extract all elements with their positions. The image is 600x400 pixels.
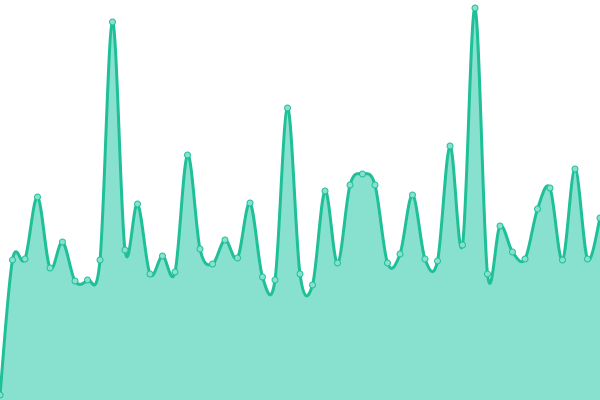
point [596,214,600,222]
point [59,238,66,246]
point [396,250,404,258]
point [384,259,391,267]
point [146,270,154,278]
point [409,191,416,199]
point [484,270,491,278]
point [109,18,116,26]
point [271,276,279,284]
point [421,255,429,263]
point [209,260,216,268]
point [234,254,241,262]
point [321,187,329,195]
point [559,256,566,264]
point [346,181,354,189]
point [571,165,579,173]
point [171,268,179,276]
point [521,255,529,263]
point [71,277,79,285]
point [359,170,366,178]
point [546,184,554,192]
point [284,104,291,112]
point [584,255,591,263]
point [334,259,341,267]
point [21,255,29,263]
point [121,246,129,254]
point [296,270,304,278]
point [46,264,54,272]
point [534,205,541,213]
point [159,252,166,260]
point [134,200,141,208]
point [246,199,254,207]
point [459,241,466,249]
point [221,236,229,244]
point [496,222,504,230]
point [434,257,441,265]
point [96,256,104,264]
point [446,142,454,150]
point [259,273,266,281]
line [0,6,600,396]
point [34,193,41,201]
point [471,4,479,12]
point [371,181,379,189]
point [84,276,91,284]
point [9,256,16,264]
point [184,151,191,159]
point [309,281,316,289]
area [0,7,600,400]
point [196,245,204,253]
point [0,391,4,399]
point [509,248,516,256]
